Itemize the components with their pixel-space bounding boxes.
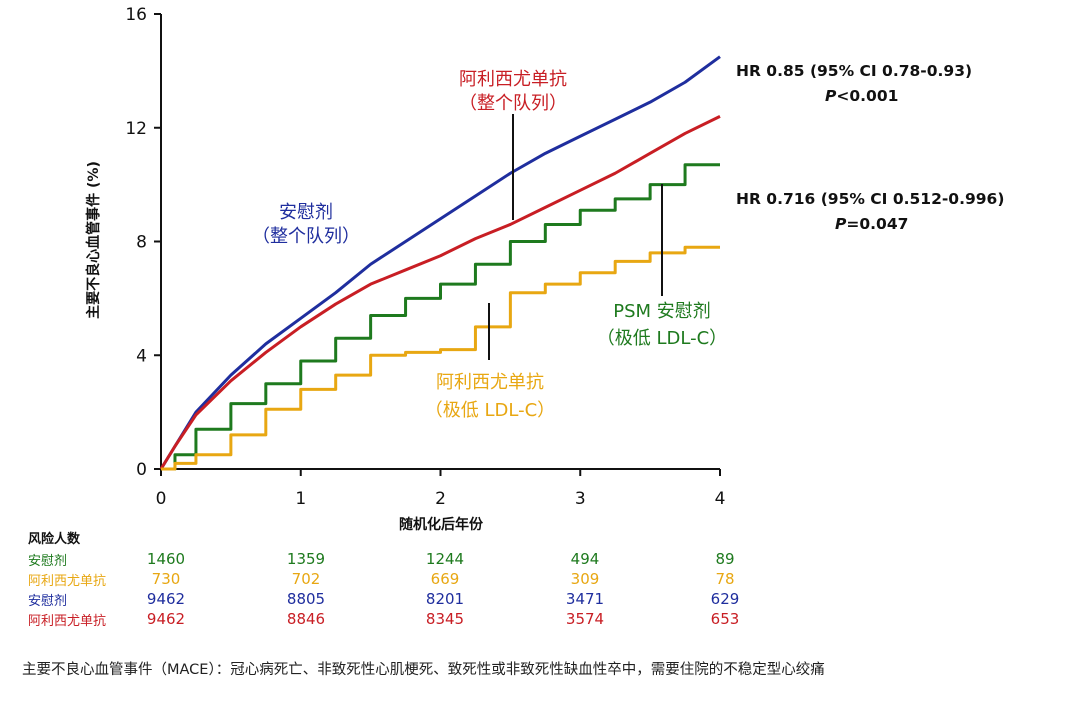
x-tick-label: 4 [715, 489, 726, 509]
risk-row-value: 309 [570, 570, 600, 588]
p-low-value: =0.047 [846, 215, 908, 233]
label-alirocumab-low-1: 阿利西尤单抗 [436, 372, 544, 393]
label-alirocumab-low-2: （极低 LDL-C） [425, 400, 555, 421]
risk-row-value: 3574 [565, 610, 605, 628]
p-low-text: P=0.047 [835, 215, 908, 233]
risk-row-value: 653 [710, 610, 740, 628]
risk-row-value: 702 [291, 570, 321, 588]
label-alirocumab-full-2: （整个队列） [459, 93, 567, 114]
x-tick-label: 0 [156, 489, 167, 509]
y-tick-label: 4 [136, 346, 147, 366]
risk-row-value: 494 [570, 550, 600, 568]
risk-row-value: 1244 [425, 550, 465, 568]
labels-layer: 主要不良心血管事件 (%) 随机化后年份 安慰剂 （整个队列） 阿利西尤单抗 （… [85, 62, 1004, 533]
x-axis-label: 随机化后年份 [399, 516, 484, 533]
label-psm-placebo-1: PSM 安慰剂 [613, 301, 711, 322]
p-full-text: P<0.001 [825, 87, 898, 105]
series-placebo-full [159, 55, 721, 470]
risk-row-value: 730 [151, 570, 181, 588]
risk-row-label: 安慰剂 [28, 554, 68, 569]
risk-row-label: 阿利西尤单抗 [28, 574, 107, 589]
y-tick-label: 0 [136, 460, 147, 480]
y-tick-label: 8 [136, 233, 147, 253]
y-axis-label: 主要不良心血管事件 (%) [85, 161, 102, 319]
risk-row-value: 8846 [286, 610, 326, 628]
risk-row-value: 89 [715, 550, 735, 568]
risk-row-value: 1460 [146, 550, 186, 568]
risk-row-value: 629 [710, 590, 740, 608]
y-tick-label: 16 [125, 5, 147, 25]
x-tick-label: 1 [295, 489, 306, 509]
label-placebo-full-2: （整个队列） [252, 226, 360, 247]
risk-row-label: 阿利西尤单抗 [28, 614, 107, 629]
label-placebo-full-1: 安慰剂 [279, 202, 333, 223]
p-full-value: <0.001 [836, 87, 898, 105]
risk-row-value: 8805 [286, 590, 326, 608]
series-layer [159, 55, 721, 471]
risk-row-label: 安慰剂 [28, 594, 68, 609]
risk-row-value: 9462 [146, 610, 186, 628]
series-alirocumab-full [159, 115, 721, 470]
risk-row-value: 9462 [146, 590, 186, 608]
series-psm-placebo [161, 163, 720, 471]
risk-row-value: 78 [715, 570, 735, 588]
label-alirocumab-full-1: 阿利西尤单抗 [459, 69, 567, 90]
series-alirocumab-low [161, 245, 720, 471]
hr-full-text: HR 0.85 (95% CI 0.78-0.93) [736, 62, 972, 80]
x-tick-label: 2 [435, 489, 446, 509]
risk-row-value: 8345 [425, 610, 465, 628]
risk-row-value: 3471 [565, 590, 605, 608]
y-tick-label: 12 [125, 119, 147, 139]
risk-row-value: 8201 [425, 590, 465, 608]
risk-table-title: 风险人数 [28, 532, 81, 547]
label-psm-placebo-2: （极低 LDL-C） [597, 328, 727, 349]
p-letter: P [825, 87, 837, 105]
risk-row-value: 669 [430, 570, 460, 588]
risk-row-value: 1359 [286, 550, 326, 568]
hr-low-text: HR 0.716 (95% CI 0.512-0.996) [736, 190, 1004, 208]
x-tick-label: 3 [575, 489, 586, 509]
footnote: 主要不良心血管事件（MACE）：冠心病死亡、非致死性心肌梗死、致死性或非致死性缺… [22, 662, 825, 678]
p-letter-2: P [835, 215, 847, 233]
